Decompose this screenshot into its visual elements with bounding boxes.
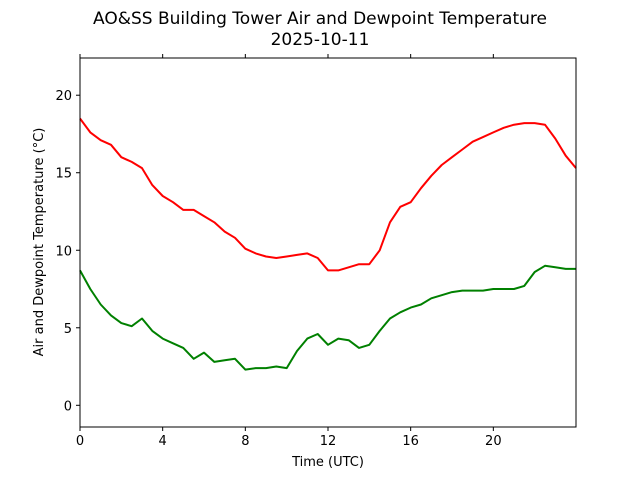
x-tick-label: 16: [402, 434, 419, 449]
x-tick-label: 4: [159, 434, 167, 449]
y-tick-label: 5: [64, 322, 72, 337]
y-tick-label: 15: [55, 167, 72, 182]
chart-subtitle: 2025-10-11: [271, 30, 370, 50]
x-axis-label: Time (UTC): [291, 455, 364, 470]
y-tick-label: 0: [64, 399, 72, 414]
y-axis-label: Air and Dewpoint Temperature (°C): [32, 128, 47, 357]
y-tick-label: 20: [55, 89, 72, 104]
x-tick-label: 12: [320, 434, 337, 449]
y-tick-label: 10: [55, 244, 72, 259]
series-line-dewpoint-temperature: [79, 264, 576, 371]
chart-title: AO&SS Building Tower Air and Dewpoint Te…: [93, 9, 547, 29]
x-tick-label: 0: [76, 434, 84, 449]
x-tick-label: 20: [485, 434, 502, 449]
x-tick-label: 8: [241, 434, 249, 449]
plot-frame: [79, 57, 577, 428]
series-line-air-temperature: [79, 117, 577, 272]
